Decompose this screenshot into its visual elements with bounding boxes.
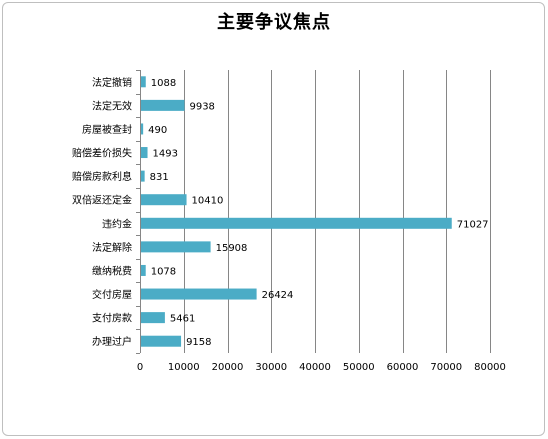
bar (141, 312, 165, 324)
data-label: 1493 (153, 149, 178, 160)
x-tick-label: 40000 (299, 362, 331, 373)
bar (141, 288, 257, 300)
bar (141, 194, 187, 206)
bar (141, 147, 148, 159)
bar (141, 123, 144, 135)
data-label: 5461 (170, 314, 195, 325)
category-label: 支付房款 (92, 312, 132, 325)
category-label: 办理过户 (92, 335, 132, 348)
labels: 0 10000 20000 30000 40000 50000 60000 70000 8000… (72, 76, 506, 373)
data-label: 9158 (186, 337, 211, 348)
category-label: 法定无效 (92, 99, 132, 112)
data-label: 1078 (151, 266, 176, 277)
x-tick-label: 50000 (343, 362, 375, 373)
category-label: 双倍返还定金 (72, 194, 132, 207)
x-tick-label: 20000 (212, 362, 244, 373)
data-label: 9938 (189, 101, 214, 112)
x-tick-label: 10000 (168, 362, 200, 373)
x-tick-label: 80000 (474, 362, 506, 373)
category-label: 房屋被查封 (82, 123, 132, 136)
bar (141, 335, 182, 347)
x-tick-label: 0 (137, 362, 143, 373)
bars (141, 76, 452, 347)
chart-title: 主要争议焦点 (217, 12, 331, 33)
bar (141, 264, 146, 276)
data-label: 831 (150, 172, 169, 183)
category-label: 赔偿差价损失 (72, 147, 132, 160)
gridlines (136, 70, 491, 354)
category-label: 赔偿房款利息 (72, 170, 132, 183)
category-label: 违约金 (102, 217, 132, 230)
bar (141, 241, 211, 253)
x-tick-label: 70000 (430, 362, 462, 373)
category-label: 法定解除 (92, 241, 132, 254)
bar (141, 99, 185, 111)
data-label: 71027 (457, 219, 489, 230)
data-label: 1088 (151, 78, 176, 89)
data-label: 10410 (192, 196, 224, 207)
x-tick-label: 30000 (255, 362, 287, 373)
data-label: 15908 (216, 243, 248, 254)
bar (141, 76, 146, 88)
bar (141, 170, 145, 182)
category-label: 交付房屋 (92, 288, 132, 301)
bar (141, 217, 452, 229)
data-label: 26424 (262, 290, 294, 301)
x-tick-label: 60000 (387, 362, 419, 373)
category-label: 缴纳税费 (92, 264, 132, 277)
category-label: 法定撤销 (92, 76, 132, 89)
data-label: 490 (148, 125, 167, 136)
